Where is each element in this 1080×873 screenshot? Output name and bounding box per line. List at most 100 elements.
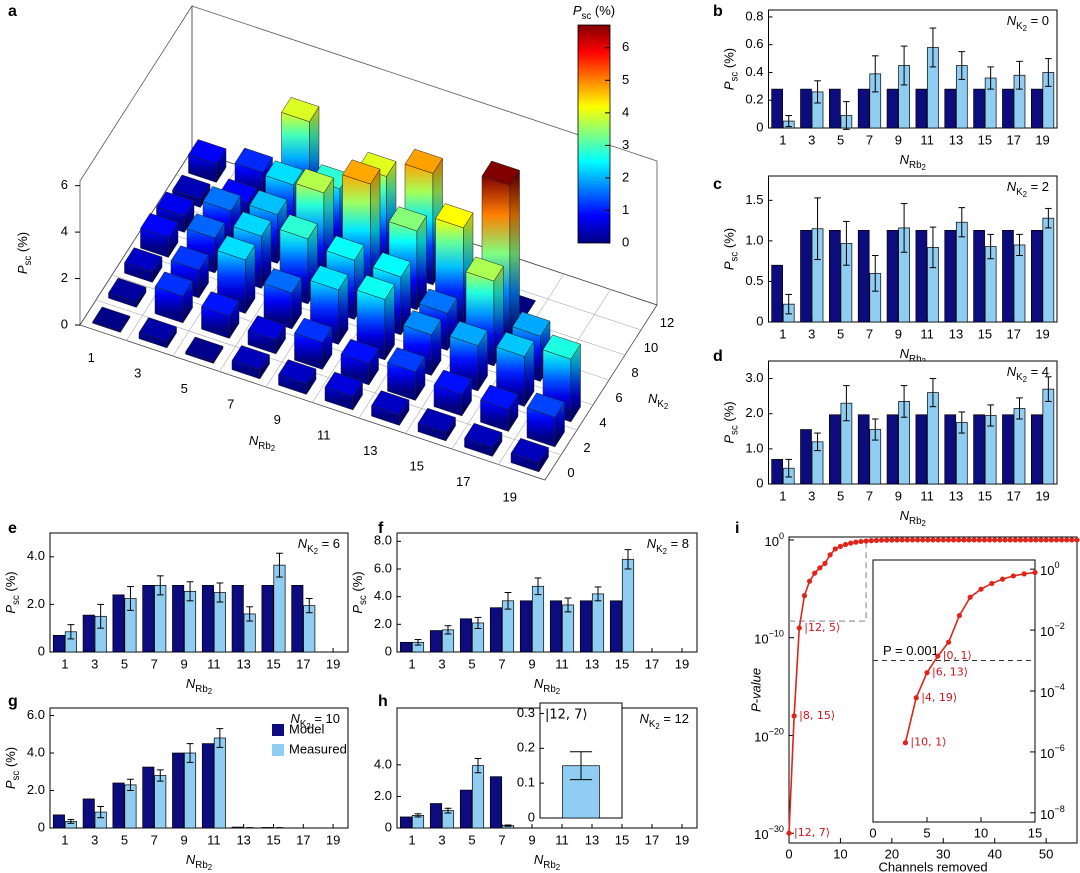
error-bar xyxy=(156,769,164,782)
bar-top xyxy=(542,334,581,360)
x-tick-label: 13 xyxy=(949,326,963,341)
y-tick-label: 4.0 xyxy=(374,756,392,771)
bar-top xyxy=(263,268,302,294)
y-tick-base: 10 xyxy=(1040,746,1054,761)
y-tick-label: 2.0 xyxy=(374,788,392,803)
bar-top xyxy=(108,277,147,303)
x-tick-label: 0 xyxy=(785,846,792,861)
bar-3d xyxy=(433,369,472,417)
bar-3d xyxy=(417,407,456,442)
bar-top xyxy=(92,306,131,332)
colorbar-tick-label: 4 xyxy=(622,104,629,119)
x-tick-label: 9 xyxy=(180,656,187,671)
bar xyxy=(915,414,928,485)
y-tick-label: 2.0 xyxy=(745,405,763,420)
bar xyxy=(944,414,957,485)
bar-3d xyxy=(108,277,147,309)
x-tick-label: 17 xyxy=(296,656,310,671)
annotation-part: N xyxy=(639,711,649,726)
bar xyxy=(621,558,635,653)
bar-top xyxy=(480,384,519,410)
bar-side-shade xyxy=(245,244,255,314)
point xyxy=(832,546,838,552)
y-axis-label: Psc (%) xyxy=(722,228,740,270)
bar-3d xyxy=(294,317,333,371)
y-axis-label-part: (%) xyxy=(722,48,737,72)
x-tick-label: 15 xyxy=(410,459,424,474)
y-axis-label: Psc (%) xyxy=(350,571,368,613)
y-axis-label-part: K xyxy=(657,399,664,410)
bar-side-shade xyxy=(352,381,363,410)
bar-3d xyxy=(138,317,177,349)
x-axis-label-part: N xyxy=(186,676,196,691)
bar-side-shade xyxy=(461,379,472,416)
error-bar xyxy=(929,378,937,408)
bar-side-shade xyxy=(136,287,146,308)
bar-top xyxy=(185,336,224,362)
y-axis-label-part: (%) xyxy=(350,571,365,595)
x-axis-label-part: N xyxy=(534,676,544,691)
y-tick-label: 10−2 xyxy=(1040,621,1065,639)
bar-side-shade xyxy=(368,348,379,385)
bar-side-shade xyxy=(416,215,427,310)
annotation-part: 2 xyxy=(663,547,667,556)
annotation-part: 2 xyxy=(1023,24,1027,33)
point xyxy=(1069,537,1075,543)
bar-top xyxy=(124,247,163,273)
x-tick-label: 11 xyxy=(555,832,569,847)
point xyxy=(925,537,931,543)
error-bar xyxy=(1016,60,1023,90)
x-tick-label: 15 xyxy=(615,832,629,847)
bar-top xyxy=(170,245,209,271)
annotation-part: = 4 xyxy=(1027,364,1049,379)
y-axis-label: Psc (%) xyxy=(3,747,21,789)
plot-frame xyxy=(872,559,1036,823)
bar xyxy=(609,600,623,653)
x-axis-label: NRb2 xyxy=(249,433,275,453)
error-bar xyxy=(624,549,632,570)
annotation-part: = 8 xyxy=(667,536,689,551)
y-tick-exponent: −10 xyxy=(769,629,784,639)
point xyxy=(863,538,869,544)
error-bar xyxy=(127,586,134,611)
x-tick-label: 5 xyxy=(468,832,475,847)
colorbar-title-part: P xyxy=(573,3,582,18)
bar xyxy=(184,752,197,829)
point xyxy=(924,670,930,676)
colorbar-tick-label: 3 xyxy=(622,137,629,152)
point xyxy=(950,537,957,543)
x-tick-label: 11 xyxy=(555,656,569,671)
y-axis-label: Psc (%) xyxy=(722,48,740,90)
point xyxy=(946,639,952,645)
z-axis-label-part: sc xyxy=(23,256,34,266)
point xyxy=(971,537,977,543)
annotation-part: = 6 xyxy=(318,536,340,551)
x-tick-label: 19 xyxy=(675,832,689,847)
point xyxy=(997,537,1003,543)
x-tick-label: 15 xyxy=(266,832,280,847)
x-axis-label-part: N xyxy=(900,508,910,523)
error-bar xyxy=(594,586,602,602)
y-tick-label: 0 xyxy=(385,643,392,658)
x-tick-label: 1 xyxy=(779,132,786,147)
x-tick-label: 0 xyxy=(869,825,876,840)
bar xyxy=(291,585,304,653)
error-bar xyxy=(987,233,994,260)
inset-title: |12, 7⟩ xyxy=(545,708,588,723)
point xyxy=(913,695,919,701)
point xyxy=(889,537,895,543)
bar xyxy=(579,600,593,653)
bar-top xyxy=(294,317,333,343)
x-tick-label: 5 xyxy=(837,132,844,147)
bar xyxy=(549,600,563,653)
bar-side-shade xyxy=(275,324,286,354)
bar-side-shade xyxy=(399,399,409,426)
bar-side-shade xyxy=(415,356,425,401)
bar-top xyxy=(510,438,549,463)
point xyxy=(1012,537,1018,543)
x-tick-label: 9 xyxy=(895,132,902,147)
x-tick-label: 9 xyxy=(180,832,187,847)
point xyxy=(1032,569,1038,576)
bar-top xyxy=(234,147,273,173)
y-tick-label: 10−10 xyxy=(754,629,784,647)
